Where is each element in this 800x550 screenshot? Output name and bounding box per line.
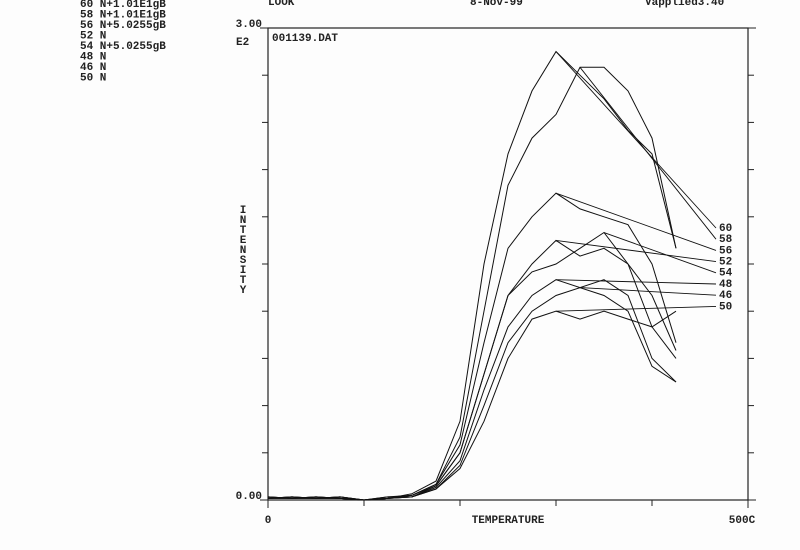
legend-entry: 54 N+5.0255gB (80, 41, 166, 53)
series-label: 46 (719, 290, 732, 302)
series-label: 54 (719, 268, 733, 280)
y-unit: E2 (236, 37, 249, 49)
legend-entry: 48 N (80, 51, 106, 63)
series-label: 60 (719, 223, 732, 235)
series-line (267, 287, 677, 501)
x-axis-label: TEMPERATURE (472, 515, 545, 527)
series-label: 50 (719, 301, 732, 313)
series-line (267, 310, 677, 501)
header-text: Vapplied3.40 (645, 0, 724, 9)
legend-entry: 56 N+5.0255gB (80, 20, 166, 32)
legend-entry: 60 N+1.01E1gB (80, 0, 166, 11)
series-label: 52 (719, 257, 732, 269)
leader-line (579, 67, 717, 240)
leader-line (555, 305, 717, 312)
series-line (267, 231, 677, 501)
legend-entry: 50 N (80, 72, 106, 84)
leader-line (555, 192, 717, 251)
leader-line (579, 287, 717, 296)
legend-entry: 46 N (80, 62, 106, 74)
series-label: 48 (719, 279, 733, 291)
header-text: LOOK (268, 0, 295, 9)
legend-entry: 58 N+1.01E1gB (80, 9, 166, 21)
plot-frame (267, 27, 749, 501)
y-tick-label: 0.00 (236, 491, 262, 503)
series-line (268, 279, 677, 501)
x-tick-label: 0 (265, 515, 272, 527)
series-line (267, 239, 677, 501)
y-tick-label: 3.00 (236, 19, 262, 31)
leader-line (555, 279, 717, 285)
leader-line (555, 51, 717, 229)
header-text: 8-Nov-99 (470, 0, 523, 9)
series-label: 56 (719, 245, 732, 257)
series-line (268, 192, 677, 501)
y-axis-label: INTENSITY (237, 205, 249, 295)
series-line (267, 50, 677, 501)
legend-entry: 52 N (80, 30, 106, 42)
chart-title: 001139.DAT (272, 33, 338, 45)
leader-line (555, 239, 717, 263)
series-label: 58 (719, 234, 733, 246)
x-tick-label: 500C (729, 515, 756, 527)
leader-line (603, 232, 717, 274)
